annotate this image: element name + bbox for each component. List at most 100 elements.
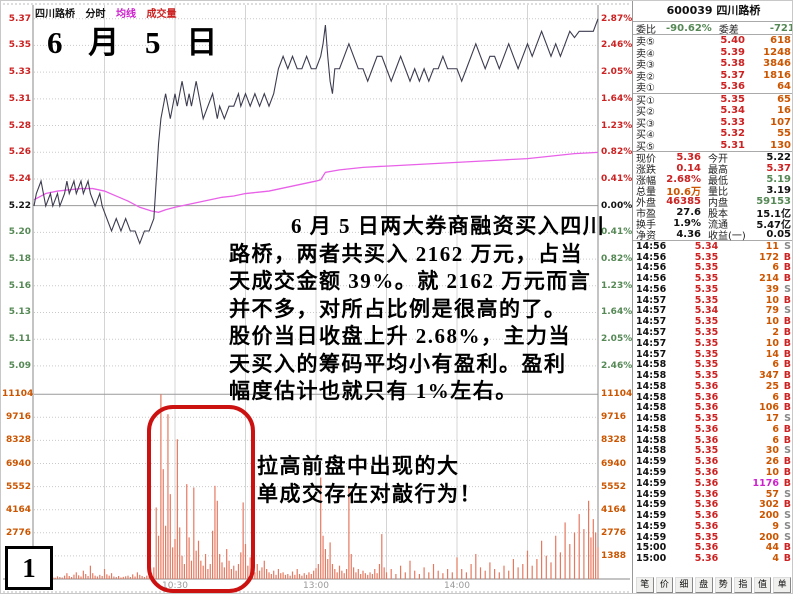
tab-笔[interactable]: 笔 (636, 577, 654, 593)
stat-label: 涨幅 (636, 176, 656, 187)
stat-value: 0.05 (766, 229, 791, 240)
tick-volume: 10 (765, 294, 779, 306)
stat-label: 收益(一) (708, 231, 746, 242)
volume-axis-label: 1388 (601, 550, 627, 561)
ask-price: 5.36 (720, 81, 745, 93)
percent-axis-label: 0.00% (601, 200, 633, 211)
bid-price: 5.33 (720, 116, 745, 128)
tick-row: 14:57 5.35 2 B (633, 327, 792, 339)
intraday-chart-canvas[interactable] (1, 1, 632, 594)
stat-value: 4.36 (676, 229, 701, 240)
tick-volume: 79 (765, 305, 779, 317)
stat-label: 股本 (708, 209, 728, 220)
tick-direction-flag: B (783, 391, 791, 403)
tick-row: 14:59 5.36 26 B (633, 456, 792, 468)
ask-price: 5.39 (720, 46, 745, 58)
tab-细[interactable]: 细 (675, 577, 693, 593)
tick-price: 5.36 (694, 488, 719, 500)
stat-value: 5.36 (676, 152, 701, 163)
price-axis-label: 5.22 (8, 200, 31, 211)
tick-time: 14:57 (636, 294, 667, 306)
tab-价[interactable]: 价 (655, 577, 674, 593)
tick-row: 14:59 5.36 302 B (633, 499, 792, 511)
tick-row: 14:58 5.35 6 B (633, 359, 792, 371)
stat-label: 现价 (636, 154, 656, 165)
tick-price: 5.35 (694, 370, 719, 382)
ask-price: 5.38 (720, 58, 745, 70)
tab-指[interactable]: 指 (734, 577, 752, 593)
weibi-value: -90.62% (666, 22, 712, 34)
tick-volume: 2 (772, 327, 779, 339)
stock-stats: 现价 5.36 今开 5.22 涨跌 0.14 最高 5.37 涨幅 2.68% 最低 5.19 总量 1… (633, 152, 792, 242)
time-axis-label: 13:00 (303, 581, 329, 591)
ask-row: 卖① 5.36 64 (633, 81, 792, 94)
tick-list[interactable]: 14:56 5.34 11 S 14:56 5.35 172 B 14:56 5.35 6 B 14:5… (633, 240, 792, 565)
tick-volume: 26 (765, 456, 779, 468)
tick-price: 5.35 (694, 359, 719, 371)
stat-label: 换手 (636, 220, 656, 231)
tab-单[interactable]: 单 (773, 577, 791, 593)
weicha-value: -7211 (769, 22, 792, 34)
tick-direction-flag: B (783, 359, 791, 371)
annotation-line: 6 月 5 日两大券商融资买入四川 (291, 214, 606, 238)
tick-price: 5.34 (694, 240, 719, 252)
annotation-line: 股价当日收盘上升 2.68%，主力当 (229, 324, 571, 348)
stat-label: 最高 (708, 165, 728, 176)
tick-volume: 6 (772, 434, 779, 446)
bid-level-label: 买③ (636, 118, 655, 130)
tab-势[interactable]: 势 (714, 577, 733, 593)
ask-level-label: 卖② (636, 71, 655, 83)
tick-price: 5.35 (694, 413, 719, 425)
tick-volume: 106 (759, 402, 779, 414)
tick-time: 14:56 (636, 283, 667, 295)
tick-row: 14:58 5.36 6 B (633, 424, 792, 435)
bid-level-label: 买④ (636, 130, 655, 142)
annotation-line: 天成交金额 39%。就 2162 万元而言 (229, 269, 592, 293)
stat-row: 市盈 27.6 股本 15.1亿 (633, 207, 792, 220)
tick-time: 14:58 (636, 413, 667, 425)
time-axis-label: 10:30 (162, 581, 188, 591)
percent-axis-label: 2.46% (601, 40, 633, 51)
volume-axis-label: 4164 (601, 504, 627, 515)
percent-axis-label: 0.41% (601, 173, 633, 184)
tick-volume: 302 (759, 499, 779, 511)
tick-direction-flag: B (783, 251, 791, 263)
volume-axis-label: 5552 (5, 481, 31, 492)
price-axis-label: 5.28 (8, 120, 31, 131)
date-annotation: 6 月 5 日 (47, 25, 227, 60)
tick-direction-flag: B (783, 553, 791, 565)
tab-盘[interactable]: 盘 (694, 577, 713, 593)
tick-time: 14:57 (636, 327, 667, 339)
tick-time: 14:59 (636, 510, 667, 522)
percent-axis-label: 1.64% (601, 93, 633, 104)
intraday-chart-pane[interactable]: 四川路桥 分时 均线 成交量 5.37 5.35 5.33 5.31 5.28 5.26 5… (1, 1, 633, 594)
tick-price: 5.36 (694, 477, 719, 489)
chart-stock-name: 四川路桥 (35, 9, 75, 20)
tick-time: 15:00 (636, 542, 667, 554)
chart-period-label[interactable]: 分时 (85, 9, 106, 20)
tick-price: 5.36 (694, 466, 719, 478)
ask-row: 卖③ 5.38 3846 (633, 58, 792, 71)
time-axis-label: 14:00 (444, 581, 470, 591)
tick-direction-flag: S (784, 510, 791, 522)
tick-row: 14:59 5.36 57 S (633, 488, 792, 500)
tick-price: 5.35 (694, 251, 719, 263)
stat-value: 5.19 (766, 174, 791, 185)
weibi-row: 委比 -90.62% 委差 -7211 (633, 22, 792, 36)
stat-row: 涨幅 2.68% 最低 5.19 (633, 174, 792, 187)
tick-row: 14:56 5.35 214 B (633, 273, 792, 284)
tick-time: 14:59 (636, 499, 667, 511)
price-axis-label: 5.24 (8, 173, 31, 184)
volume-axis-label: 11104 (601, 389, 633, 400)
tick-row: 14:58 5.35 17 S (633, 413, 792, 425)
percent-axis-label: 0.41% (601, 227, 633, 238)
tick-volume: 14 (765, 348, 779, 360)
ask-volume: 64 (777, 81, 791, 93)
tick-direction-flag: S (784, 240, 791, 252)
tick-time: 14:58 (636, 370, 667, 382)
tab-值[interactable]: 值 (753, 577, 772, 593)
ask-level-label: 卖⑤ (636, 37, 655, 49)
percent-axis-label: 1.64% (601, 307, 633, 318)
volume-axis-label: 9716 (601, 412, 627, 423)
tick-direction-flag: B (783, 327, 791, 339)
